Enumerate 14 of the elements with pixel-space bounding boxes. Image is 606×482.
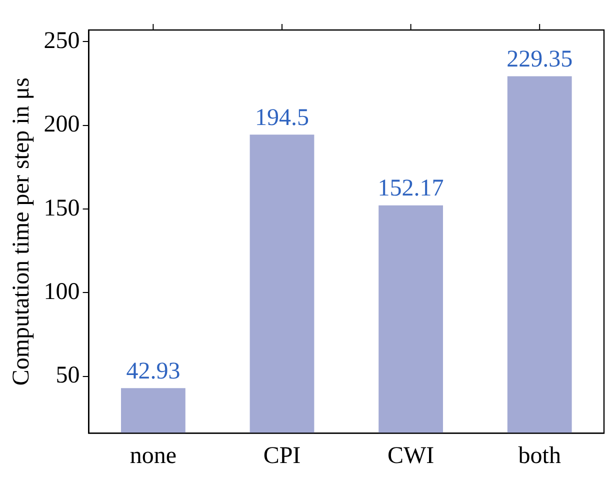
y-tick-label: 50 (56, 362, 80, 389)
y-axis-title: Computation time per step in μs (8, 78, 35, 386)
x-tick-label: none (130, 442, 177, 469)
data-label: 42.93 (126, 358, 180, 384)
y-tick-label: 100 (44, 278, 80, 305)
data-label: 194.5 (255, 104, 309, 131)
y-tick-label: 250 (44, 28, 80, 54)
x-tick-label: both (518, 442, 561, 469)
data-label: 152.17 (378, 176, 444, 202)
y-tick-label: 150 (44, 195, 80, 222)
data-label: 229.35 (506, 46, 573, 73)
x-tick-label: CPI (263, 442, 301, 469)
x-tick-label: CWI (387, 442, 434, 469)
y-tick-label: 200 (44, 112, 80, 138)
